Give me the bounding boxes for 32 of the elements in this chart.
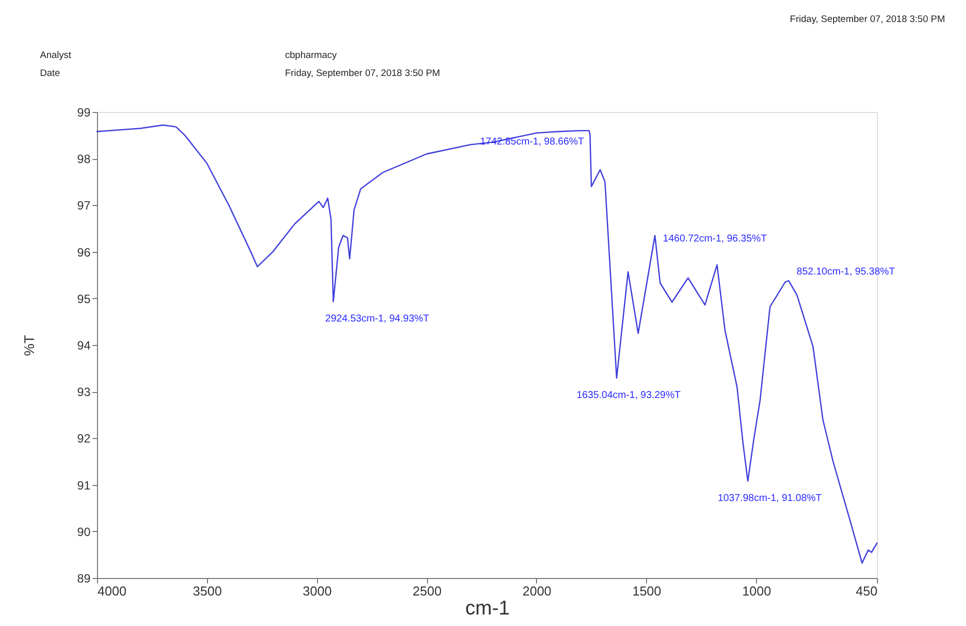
x-tick-label: 3000 xyxy=(302,584,332,598)
annotation: 1635.04cm-1, 93.29%T xyxy=(576,390,681,402)
y-tick-label: 96 xyxy=(77,245,91,260)
y-tick-label: 99 xyxy=(77,106,91,120)
text: Friday, September 07, 2018 3:50 PM xyxy=(285,68,440,79)
y-tick-label: 92 xyxy=(77,432,91,446)
x-tick-label: 4000 xyxy=(98,584,126,598)
y-tick-label: 89 xyxy=(77,572,91,586)
annotation: 2924.53cm-1, 94.93%T xyxy=(325,314,430,325)
y-tick-label: 93 xyxy=(77,385,91,400)
y-tick-label: 94 xyxy=(77,338,91,352)
y-tick-label: 95 xyxy=(77,292,91,306)
annotation: 1742.85cm-1, 98.66%T xyxy=(480,136,584,148)
x-tick-label: 2500 xyxy=(412,584,442,598)
y-tick-label: 91 xyxy=(77,478,91,492)
x-tick-label: 2000 xyxy=(522,584,552,598)
x-axis-title: cm-1 xyxy=(465,598,510,620)
x-tick-label: 1500 xyxy=(632,584,662,598)
text: Date xyxy=(40,68,60,79)
y-tick-label: 97 xyxy=(77,198,91,213)
y-tick-label: 90 xyxy=(77,524,91,539)
x-tick-label: 3500 xyxy=(192,584,222,598)
annotation: 852.10cm-1, 95.38%T xyxy=(796,266,896,278)
annotation: 1460.72cm-1, 96.35%T xyxy=(662,233,767,244)
x-tick-label: 1000 xyxy=(742,584,772,598)
x-tick-label: 450 xyxy=(856,584,878,598)
text: Friday, September 07, 2018 3:50 PM xyxy=(790,14,946,25)
text: Analyst xyxy=(40,50,72,61)
y-axis-title: %T xyxy=(21,334,38,356)
annotation: 1037.98cm-1, 91.08%T xyxy=(718,493,822,504)
text: cbpharmacy xyxy=(285,50,337,61)
y-tick-label: 98 xyxy=(77,152,91,166)
